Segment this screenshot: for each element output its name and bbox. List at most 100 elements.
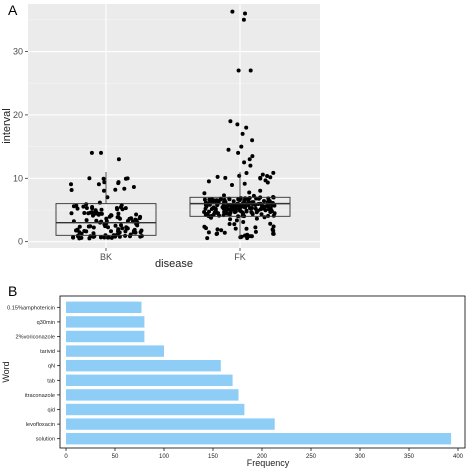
data-point: [131, 185, 136, 189]
bar-solution: [66, 433, 452, 445]
data-point: [109, 229, 113, 234]
data-point: [81, 204, 86, 209]
data-point: [258, 207, 263, 212]
data-point: [214, 232, 219, 236]
data-point: [138, 214, 143, 219]
data-point: [268, 175, 273, 180]
x-tick-label: 50: [112, 454, 119, 460]
data-point: [271, 213, 276, 218]
data-point: [79, 231, 84, 236]
bar-qid: [66, 403, 245, 416]
y-tick-label: 10: [13, 173, 23, 183]
box-BK: [55, 203, 157, 236]
data-point: [116, 181, 121, 186]
data-point: [90, 205, 95, 209]
bar-tab: [66, 374, 233, 386]
data-point: [91, 225, 96, 230]
data-point: [249, 210, 254, 214]
outlier-point: [235, 122, 240, 127]
data-point: [232, 222, 237, 227]
bar-levofloxacin: [66, 418, 275, 430]
data-point: [82, 211, 87, 215]
x-tick-label: 0: [64, 454, 68, 460]
data-point: [235, 203, 240, 208]
data-point: [218, 197, 223, 202]
data-point: [271, 231, 276, 236]
panel-a-x-axis-label: disease: [155, 258, 193, 270]
data-point: [69, 211, 74, 216]
y-tick-label: 20: [13, 110, 23, 120]
data-point: [247, 190, 252, 195]
y-tick-label: qid: [48, 408, 55, 414]
data-point: [123, 229, 128, 234]
data-point: [87, 236, 92, 241]
data-point: [102, 188, 106, 193]
data-point: [102, 180, 107, 185]
data-point: [91, 231, 96, 236]
panel-b: B 0.15%amphotericin q30min 2%voriconazole t…: [1, 283, 466, 468]
bar-itraconazole: [66, 389, 239, 401]
data-point: [115, 215, 120, 220]
data-point: [244, 226, 249, 231]
data-point: [253, 229, 258, 234]
outlier-point: [89, 150, 94, 155]
box-FK: [189, 196, 291, 217]
data-point: [202, 210, 207, 214]
data-point: [207, 209, 211, 214]
data-point: [102, 235, 107, 240]
data-point: [93, 211, 98, 216]
panel-b-x-axis-label: Frequency: [247, 458, 290, 468]
data-point: [116, 227, 121, 232]
data-point: [91, 234, 96, 239]
panel-a-label: A: [8, 2, 18, 18]
panel-b-y-ticks: 0.15%amphotericin q30min 2%voriconazole tar…: [7, 305, 60, 443]
data-point: [87, 176, 92, 181]
y-tick-label: 2%voriconazole: [16, 335, 56, 341]
data-point: [88, 210, 93, 215]
data-point: [104, 216, 109, 221]
data-point: [105, 235, 110, 240]
data-point: [91, 213, 95, 218]
outlier-point: [248, 163, 253, 168]
outlier-point: [228, 119, 233, 124]
data-point: [84, 218, 89, 223]
data-point: [119, 223, 123, 228]
x-tick-label: 300: [355, 454, 366, 460]
data-point: [245, 232, 250, 237]
outlier-point: [250, 154, 255, 159]
data-point: [214, 210, 219, 215]
outlier-point: [240, 131, 245, 136]
data-point: [214, 198, 219, 203]
data-point: [77, 224, 82, 229]
data-point: [206, 230, 211, 235]
bar-q30min: [66, 316, 145, 328]
data-point: [203, 206, 208, 211]
data-point: [254, 216, 259, 221]
data-point: [225, 203, 230, 208]
data-point: [77, 236, 82, 241]
data-point: [109, 235, 114, 240]
y-tick-label: tarivid: [40, 349, 55, 355]
outlier-point: [226, 147, 231, 152]
data-point: [241, 220, 246, 224]
data-point: [206, 179, 211, 184]
data-point: [267, 207, 271, 212]
data-point: [75, 206, 80, 211]
data-point: [122, 186, 127, 191]
data-point: [107, 214, 112, 219]
outlier-point: [241, 17, 246, 22]
panel-a-x-ticks: BK FK: [100, 248, 246, 262]
x-tick-label: BK: [100, 252, 112, 262]
data-point: [202, 191, 207, 196]
data-point: [223, 175, 228, 180]
bar-qN: [66, 360, 221, 372]
x-tick-label: 100: [159, 454, 170, 460]
x-tick-label: 200: [257, 454, 268, 460]
x-tick-label: FK: [234, 252, 246, 262]
bar-tarivid: [66, 345, 164, 357]
data-point: [71, 235, 76, 240]
x-tick-label: 150: [208, 454, 219, 460]
data-point: [69, 182, 73, 187]
data-point: [238, 209, 243, 214]
data-point: [229, 205, 234, 210]
